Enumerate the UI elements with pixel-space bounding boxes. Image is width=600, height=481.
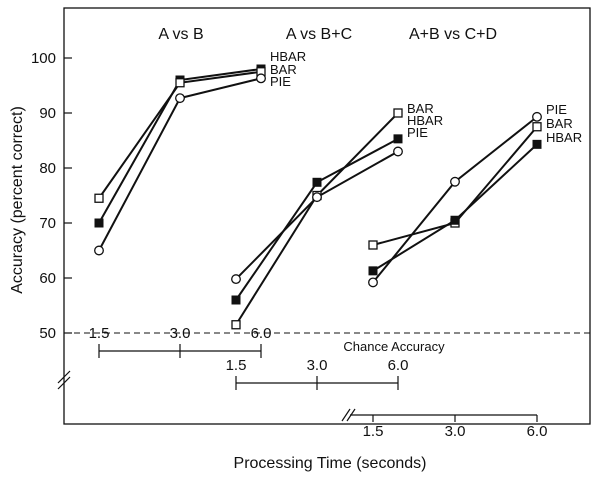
marker-hbar: [312, 177, 322, 187]
marker-bar: [393, 108, 403, 118]
x-axis-label: Processing Time (seconds): [234, 455, 427, 472]
marker-hbar: [368, 266, 378, 276]
plot-frame: [63, 7, 591, 425]
series-label-pie: PIE: [407, 125, 428, 140]
series-label-hbar: HBAR: [546, 130, 582, 145]
panel-title: A vs B: [158, 26, 203, 43]
x-tick-label: 1.5: [226, 357, 247, 374]
marker-pie: [393, 146, 403, 157]
panel-title: A+B vs C+D: [409, 26, 497, 43]
y-axis: 50 60 70 80 90 100: [31, 50, 72, 390]
marker-pie: [450, 176, 460, 187]
series-label-pie: PIE: [270, 74, 291, 89]
series-label-bar: BAR: [407, 101, 434, 116]
y-tick-label: 100: [31, 50, 56, 67]
marker-pie: [231, 274, 241, 285]
x-axis-break: [346, 408, 356, 422]
series-label-hbar: HBAR: [407, 113, 443, 128]
y-tick-label: 50: [39, 325, 56, 342]
marker-bar: [532, 122, 542, 132]
x-tick-label: 3.0: [170, 325, 191, 342]
marker-bar: [94, 193, 104, 203]
marker-hbar: [231, 295, 241, 305]
y-axis-break: [57, 370, 71, 384]
chance-group: Chance Accuracy: [64, 332, 590, 354]
x-tick-label: 3.0: [445, 423, 466, 440]
x-axis-break: [341, 408, 351, 422]
marker-pie: [532, 111, 542, 122]
marker-hbar: [393, 134, 403, 144]
marker-pie: [94, 245, 104, 256]
x-tick-label: 6.0: [251, 325, 272, 342]
y-tick-label: 70: [39, 215, 56, 232]
y-tick-label: 90: [39, 105, 56, 122]
x-tick-label: 6.0: [527, 423, 548, 440]
marker-pie: [368, 277, 378, 288]
chance-label: Chance Accuracy: [343, 339, 445, 354]
x-tick-label: 1.5: [89, 325, 110, 342]
x-tick-label: 6.0: [388, 357, 409, 374]
marker-pie: [312, 192, 322, 203]
y-tick-label: 60: [39, 270, 56, 287]
x-tick-label: 1.5: [363, 423, 384, 440]
y-axis-break: [57, 376, 71, 390]
series-line-hbar: [98, 68, 262, 224]
series-label-bar: BAR: [270, 62, 297, 77]
marker-bar: [368, 240, 378, 250]
marker-bar: [175, 78, 185, 88]
marker-hbar: [532, 139, 542, 149]
marker-bar: [231, 320, 241, 330]
series-line-pie: [235, 150, 399, 280]
series-label-bar: BAR: [546, 116, 573, 131]
marker-pie: [175, 93, 185, 104]
y-axis-label: Accuracy (percent correct): [9, 106, 26, 294]
series-label-hbar: HBAR: [270, 49, 306, 64]
marker-pie: [256, 73, 266, 84]
series-line-bar: [235, 112, 399, 326]
marker-hbar: [94, 218, 104, 228]
y-tick-label: 80: [39, 160, 56, 177]
panel-title: A vs B+C: [286, 26, 352, 43]
series-line-hbar: [235, 137, 399, 301]
marker-hbar: [450, 215, 460, 225]
x-tick-label: 3.0: [307, 357, 328, 374]
series-label-pie: PIE: [546, 102, 567, 117]
